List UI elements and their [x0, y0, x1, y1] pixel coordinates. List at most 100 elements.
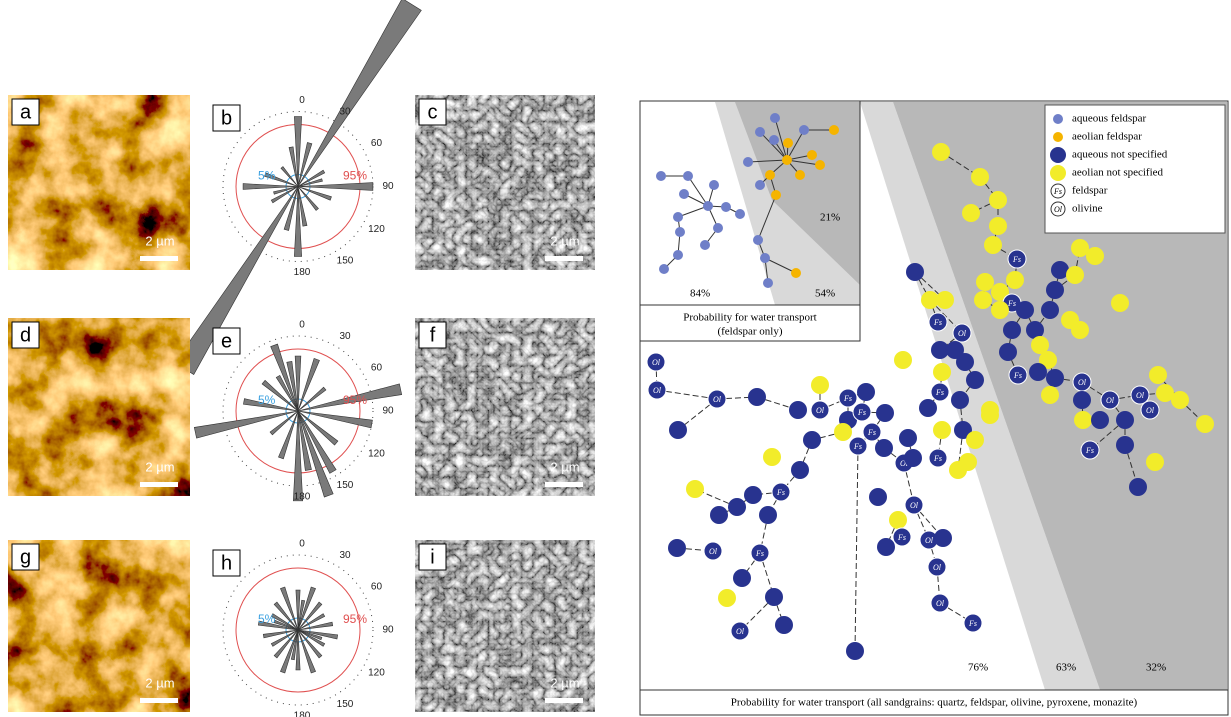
node: [931, 341, 949, 359]
node: [869, 488, 887, 506]
node: [984, 236, 1002, 254]
angle-label: 150: [337, 699, 354, 710]
rose-outer: [222, 335, 374, 487]
node: [803, 431, 821, 449]
node: [1066, 266, 1084, 284]
scale-label: 2 µm: [550, 233, 579, 248]
node: [974, 291, 992, 309]
rose-petal: [297, 586, 316, 631]
node: [1074, 411, 1092, 429]
node: [936, 291, 954, 309]
edge: [747, 159, 788, 163]
node: [930, 593, 950, 613]
rose-95: [235, 567, 361, 693]
legend-symbol: [1050, 165, 1066, 181]
scale-label: 2 µm: [145, 675, 174, 690]
node-label: Fs: [867, 428, 876, 437]
node: [709, 180, 719, 190]
angle-label: 0: [299, 95, 305, 106]
node: [934, 529, 952, 547]
rose-petal: [295, 629, 301, 671]
node: [1111, 294, 1129, 312]
node: [838, 388, 858, 408]
node: [1006, 271, 1024, 289]
node: [1146, 453, 1164, 471]
angle-label: 90: [382, 406, 394, 417]
angle-label: 120: [368, 668, 385, 679]
node: [928, 312, 948, 332]
left-figure: 0 30 60 90 120 150 180 5% 95% a b c 2 µm 2 µm 0 30 60 90 1…: [8, 0, 595, 717]
top-box: [639, 100, 861, 342]
rose-petal: [295, 589, 301, 631]
rose-inner-label: 5%: [258, 612, 276, 626]
rose-petal: [297, 599, 306, 631]
node: [656, 171, 666, 181]
node-label: Ol: [1106, 396, 1115, 405]
edge: [764, 257, 797, 274]
node: [989, 191, 1007, 209]
rose-petal: [280, 629, 299, 674]
region-dark: [893, 102, 1227, 690]
rose-petal: [292, 410, 304, 502]
node: [765, 588, 783, 606]
node: [875, 439, 893, 457]
node: [1051, 261, 1069, 279]
edge: [759, 131, 788, 161]
panel-letter: c: [428, 101, 438, 123]
edge: [903, 462, 915, 506]
node: [857, 383, 875, 401]
rose-petal: [294, 186, 302, 257]
node: [899, 429, 917, 447]
node: [769, 135, 779, 145]
node: [668, 539, 686, 557]
rose-petal: [273, 629, 299, 659]
scale-bar: [545, 698, 583, 703]
percentage: 21%: [820, 212, 840, 224]
rose-petal: [270, 629, 299, 647]
node: [679, 189, 689, 199]
rose-petal: [283, 186, 299, 231]
node: [919, 399, 937, 417]
angle-label: 180: [294, 711, 311, 717]
node: [771, 190, 781, 200]
node-label: Fs: [897, 533, 906, 542]
node-label: Ol: [709, 547, 718, 556]
rose-petal: [297, 186, 332, 201]
node-label: Ol: [713, 395, 722, 404]
edge: [656, 389, 718, 400]
node: [810, 400, 830, 420]
angle-label: 60: [371, 582, 383, 593]
panel-letter: b: [221, 107, 232, 129]
node: [966, 371, 984, 389]
legend-label: feldspar: [1072, 185, 1108, 197]
scale-label: 2 µm: [145, 233, 174, 248]
caption: Probability for water transport: [683, 312, 817, 324]
angle-label: 60: [371, 138, 383, 149]
node-label: Fs: [968, 619, 977, 628]
node-label: Fs: [776, 488, 785, 497]
rose-petal: [257, 620, 299, 631]
node: [877, 538, 895, 556]
node: [753, 235, 763, 245]
scale-bar: [140, 482, 178, 487]
angle-label: 150: [337, 256, 354, 267]
panel-letter: d: [20, 324, 31, 346]
rose-petal: [270, 613, 299, 631]
node: [686, 480, 704, 498]
node: [755, 180, 765, 190]
rose-petal: [297, 178, 323, 187]
rose-petal: [294, 355, 302, 412]
legend-symbol-text: Ol: [1054, 205, 1063, 214]
caption: Probability for water transport (all san…: [731, 697, 1138, 709]
legend-label: olivine: [1072, 203, 1103, 215]
node-label: Fs: [1012, 255, 1021, 264]
node-label: Ol: [910, 501, 919, 510]
rose-outer-label: 95%: [343, 393, 367, 407]
node: [829, 125, 839, 135]
node-label: Ol: [936, 599, 945, 608]
node-label: Ol: [925, 536, 934, 545]
node: [683, 171, 693, 181]
node: [1003, 321, 1021, 339]
angle-label: 120: [368, 224, 385, 235]
